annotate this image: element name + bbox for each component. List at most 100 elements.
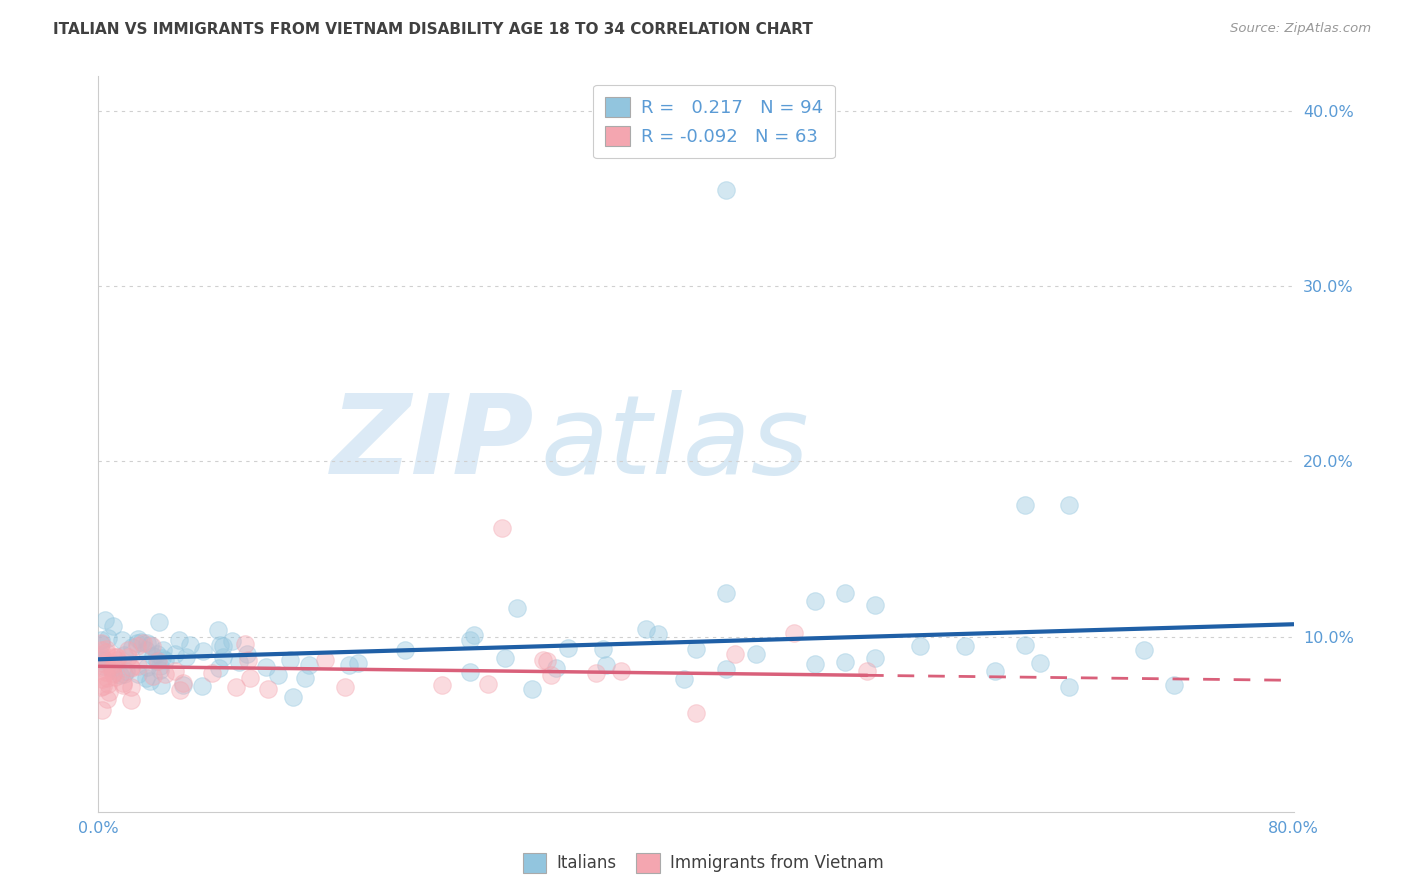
Immigrants from Vietnam (117, 649, 139, 664)
Immigrants from Vietnam (105, 650, 128, 665)
Immigrants from Vietnam (233, 637, 256, 651)
Immigrants from Vietnam (477, 676, 499, 690)
Italians (1163, 678, 1185, 692)
Italians (212, 639, 235, 653)
Immigrants from Vietnam (90, 642, 112, 657)
Italians (647, 627, 669, 641)
Italians (865, 598, 887, 612)
Immigrants from Vietnam (96, 653, 118, 667)
Italians (281, 690, 304, 704)
Italians (592, 641, 614, 656)
Italians (179, 638, 201, 652)
Italians (174, 650, 197, 665)
Immigrants from Vietnam (724, 647, 747, 661)
Immigrants from Vietnam (236, 653, 259, 667)
Italians (865, 650, 887, 665)
Italians (146, 654, 169, 668)
Italians (984, 664, 1007, 678)
Immigrants from Vietnam (142, 669, 165, 683)
Italians (172, 678, 194, 692)
Immigrants from Vietnam (333, 680, 356, 694)
Italians (714, 585, 737, 599)
Italians (115, 664, 138, 678)
Italians (146, 647, 169, 661)
Italians (394, 642, 416, 657)
Italians (254, 660, 277, 674)
Immigrants from Vietnam (97, 677, 120, 691)
Italians (1028, 656, 1050, 670)
Italians (135, 671, 157, 685)
Immigrants from Vietnam (98, 685, 121, 699)
Immigrants from Vietnam (169, 683, 191, 698)
Italians (266, 668, 288, 682)
Italians (458, 633, 481, 648)
Italians (135, 643, 157, 657)
Immigrants from Vietnam (153, 666, 176, 681)
Italians (94, 613, 117, 627)
Italians (148, 615, 170, 630)
Italians (191, 644, 214, 658)
Italians (557, 640, 579, 655)
Immigrants from Vietnam (131, 636, 153, 650)
Italians (97, 632, 120, 646)
Italians (139, 638, 162, 652)
Immigrants from Vietnam (117, 643, 139, 657)
Italians (685, 641, 707, 656)
Immigrants from Vietnam (783, 625, 806, 640)
Immigrants from Vietnam (96, 665, 118, 680)
Immigrants from Vietnam (101, 667, 124, 681)
Immigrants from Vietnam (201, 665, 224, 680)
Italians (294, 671, 316, 685)
Italians (672, 672, 695, 686)
Italians (1059, 680, 1081, 694)
Text: Source: ZipAtlas.com: Source: ZipAtlas.com (1230, 22, 1371, 36)
Immigrants from Vietnam (491, 521, 513, 535)
Immigrants from Vietnam (103, 657, 125, 671)
Immigrants from Vietnam (120, 680, 142, 694)
Immigrants from Vietnam (531, 652, 554, 666)
Immigrants from Vietnam (94, 657, 117, 672)
Immigrants from Vietnam (146, 654, 169, 668)
Italians (1133, 643, 1156, 657)
Immigrants from Vietnam (685, 706, 707, 720)
Italians (212, 649, 235, 664)
Immigrants from Vietnam (96, 671, 118, 685)
Immigrants from Vietnam (104, 670, 127, 684)
Italians (149, 663, 172, 677)
Italians (167, 633, 190, 648)
Italians (908, 639, 931, 653)
Immigrants from Vietnam (239, 671, 262, 685)
Italians (463, 627, 485, 641)
Italians (190, 680, 212, 694)
Immigrants from Vietnam (105, 653, 128, 667)
Immigrants from Vietnam (90, 636, 112, 650)
Italians (136, 660, 159, 674)
Italians (91, 651, 114, 665)
Italians (121, 640, 143, 655)
Italians (544, 661, 567, 675)
Italians (149, 659, 172, 673)
Immigrants from Vietnam (120, 693, 142, 707)
Italians (90, 637, 112, 651)
Italians (1014, 498, 1036, 512)
Immigrants from Vietnam (141, 640, 163, 654)
Immigrants from Vietnam (90, 680, 112, 694)
Immigrants from Vietnam (94, 641, 117, 656)
Italians (127, 666, 149, 681)
Immigrants from Vietnam (120, 660, 142, 674)
Italians (125, 636, 148, 650)
Immigrants from Vietnam (91, 673, 114, 687)
Italians (520, 682, 543, 697)
Italians (139, 673, 162, 688)
Immigrants from Vietnam (94, 662, 117, 676)
Italians (1014, 638, 1036, 652)
Italians (112, 666, 135, 681)
Italians (1059, 498, 1081, 512)
Immigrants from Vietnam (101, 664, 124, 678)
Immigrants from Vietnam (112, 678, 135, 692)
Italians (346, 656, 368, 670)
Italians (129, 634, 152, 648)
Italians (90, 652, 112, 666)
Italians (634, 622, 657, 636)
Italians (100, 661, 122, 675)
